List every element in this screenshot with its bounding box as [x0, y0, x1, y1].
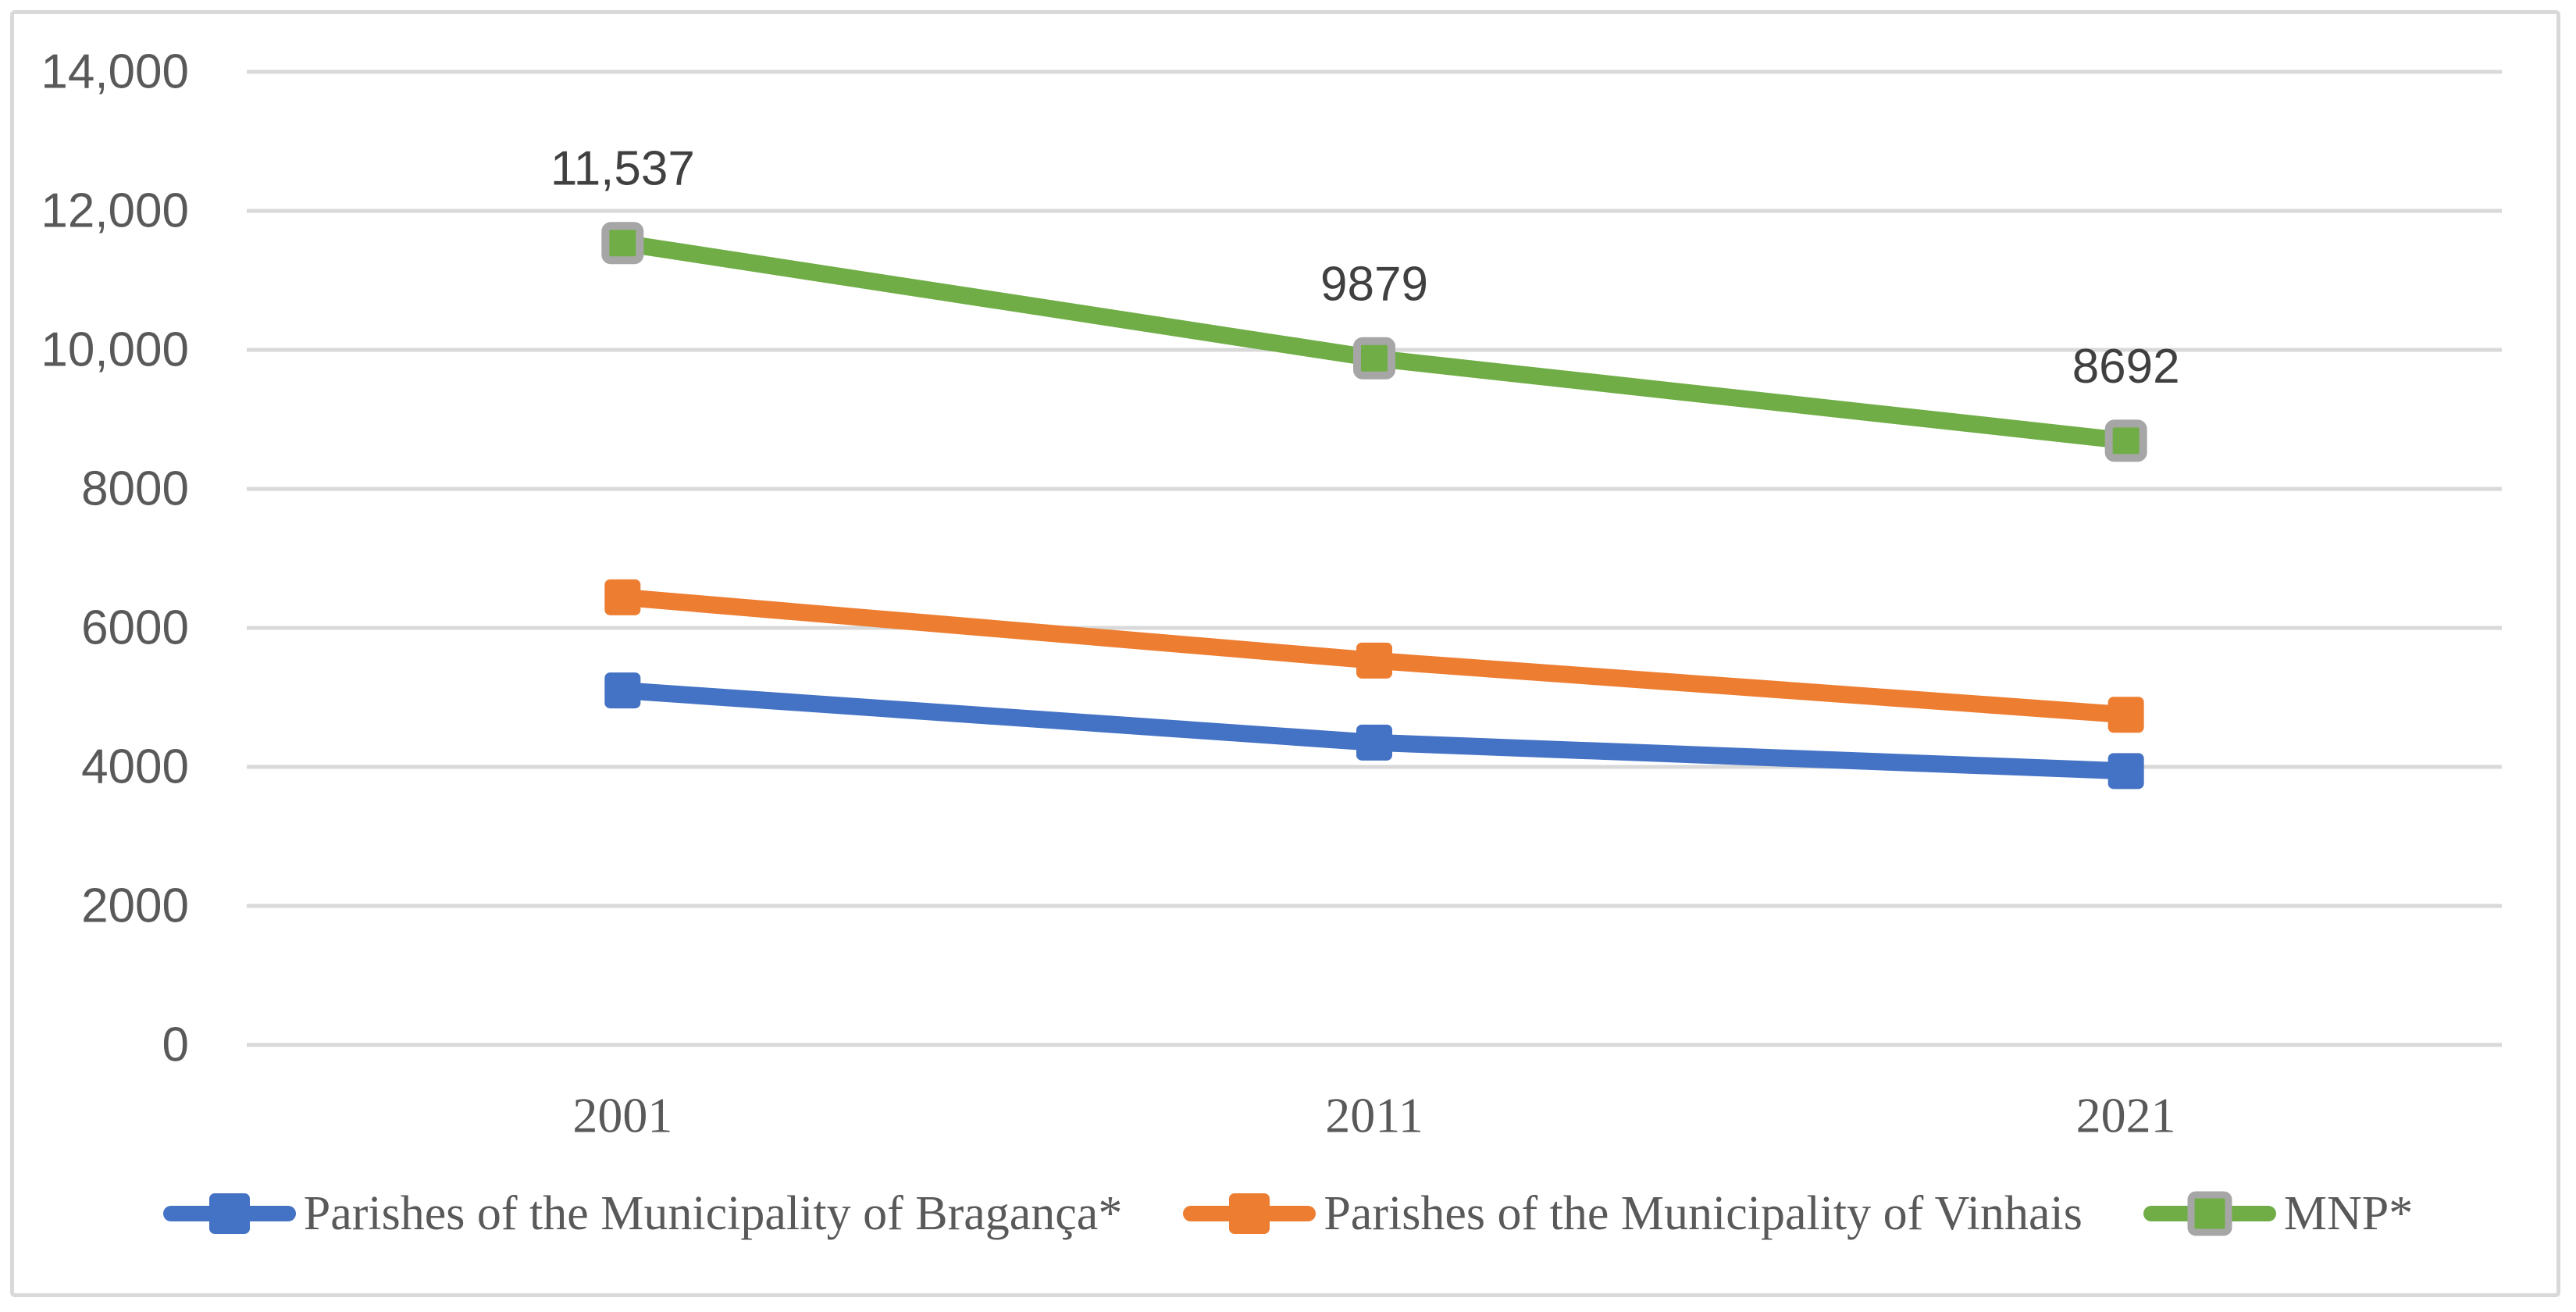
- legend-item-braganca: Parishes of the Municipality of Bragança…: [162, 1186, 1123, 1241]
- data-point-marker: [1356, 642, 1392, 679]
- y-axis-tick-label: 6000: [81, 601, 189, 655]
- data-point-marker: [1356, 724, 1392, 761]
- chart-legend: Parishes of the Municipality of Bragança…: [94, 1176, 2482, 1251]
- data-point-marker: [601, 222, 644, 265]
- legend-marker-braganca-icon: [162, 1193, 296, 1234]
- data-point-label: 9879: [1320, 257, 1428, 311]
- data-point-marker: [604, 672, 641, 709]
- y-axis-tick-label: 0: [162, 1018, 189, 1072]
- data-point-marker: [2107, 753, 2144, 790]
- legend-item-mnp: MNP*: [2143, 1186, 2413, 1241]
- legend-label-mnp: MNP*: [2283, 1187, 2414, 1240]
- legend-marker-mnp-icon: [2143, 1191, 2276, 1236]
- data-point-marker: [1353, 337, 1395, 380]
- data-point-label: 11,537: [550, 142, 695, 196]
- y-axis-tick-label: 12,000: [41, 184, 189, 238]
- legend-item-vinhais: Parishes of the Municipality of Vinhais: [1183, 1186, 2083, 1241]
- y-axis-tick-label: 2000: [81, 879, 189, 933]
- data-point-marker: [2104, 419, 2147, 462]
- y-axis-tick-label: 14,000: [41, 45, 189, 99]
- data-point-label: 8692: [2072, 340, 2180, 394]
- data-point-marker: [604, 579, 641, 615]
- y-axis-tick-label: 10,000: [41, 323, 189, 377]
- x-axis-tick-label: 2011: [1325, 1088, 1423, 1143]
- legend-label-braganca: Parishes of the Municipality of Bragança…: [303, 1187, 1123, 1240]
- y-axis-tick-label: 4000: [81, 740, 189, 794]
- legend-label-vinhais: Parishes of the Municipality of Vinhais: [1324, 1187, 2083, 1240]
- legend-marker-vinhais-icon: [1183, 1193, 1317, 1234]
- x-axis-tick-label: 2021: [2076, 1088, 2176, 1143]
- x-axis-tick-label: 2001: [572, 1088, 672, 1143]
- y-axis-tick-label: 8000: [81, 462, 189, 516]
- data-point-marker: [2107, 697, 2144, 733]
